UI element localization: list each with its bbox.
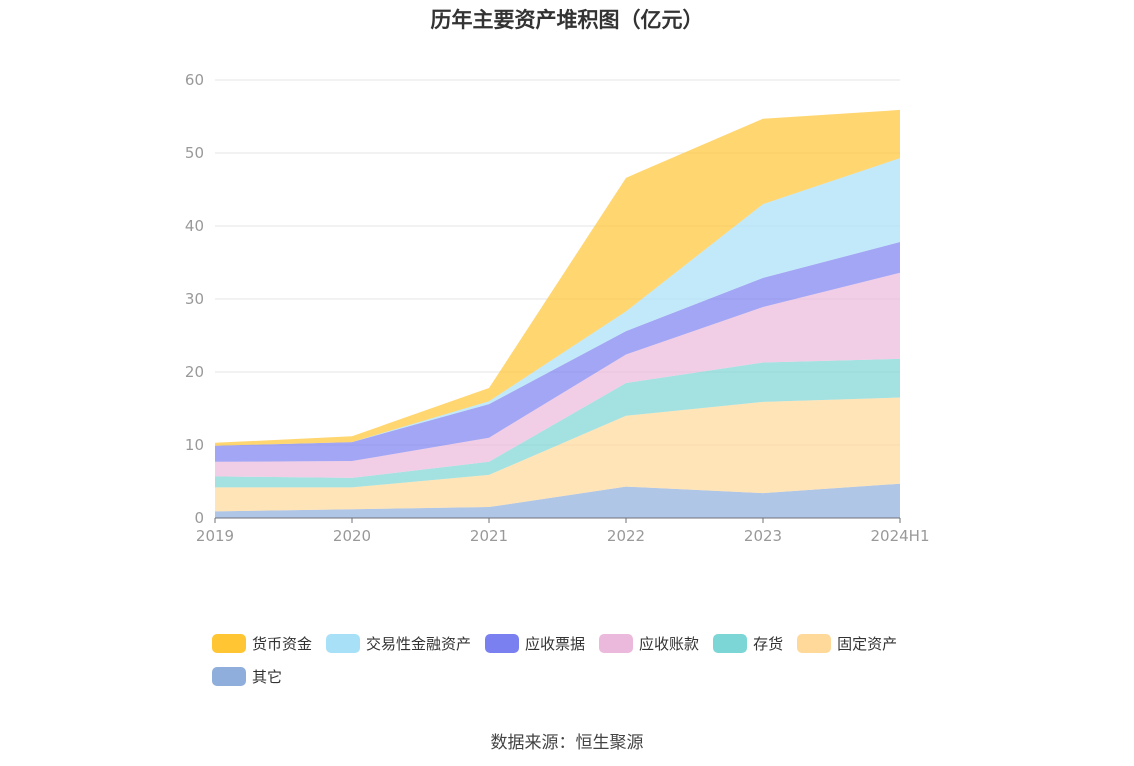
- legend-label: 应收票据: [525, 634, 586, 653]
- y-tick-label: 50: [185, 144, 204, 162]
- legend-item[interactable]: 货币资金: [212, 630, 312, 656]
- x-tick-label: 2022: [607, 527, 645, 545]
- x-tick-label: 2020: [333, 527, 371, 545]
- area-series-3: [215, 272, 900, 478]
- legend-item[interactable]: 其它: [212, 663, 282, 689]
- legend-swatch: [326, 634, 361, 653]
- y-tick-label: 0: [194, 509, 204, 527]
- legend-item[interactable]: 存货: [713, 630, 783, 656]
- legend-label: 货币资金: [252, 634, 313, 653]
- y-tick-label: 20: [185, 363, 204, 381]
- x-tick-label: 2023: [744, 527, 782, 545]
- legend-label: 其它: [252, 667, 283, 686]
- legend-swatch: [485, 634, 520, 653]
- area-series-1: [215, 397, 900, 512]
- legend-label: 固定资产: [837, 634, 898, 653]
- chart-title: 历年主要资产堆积图（亿元）: [430, 8, 704, 32]
- legend-swatch: [797, 634, 832, 653]
- legend: 货币资金 交易性金融资产 应收票据 应收账款 存货 固定资产其它: [212, 630, 932, 696]
- legend-swatch: [212, 667, 246, 686]
- y-tick-label: 10: [185, 436, 204, 454]
- legend-label: 应收账款: [639, 634, 700, 653]
- data-source: 数据来源：恒生聚源: [490, 733, 644, 753]
- x-tick-label: 2024H1: [871, 527, 930, 545]
- y-tick-label: 40: [185, 217, 204, 235]
- legend-label: 交易性金融资产: [366, 634, 472, 653]
- legend-item[interactable]: 应收账款: [599, 630, 699, 656]
- y-tick-label: 30: [185, 290, 204, 308]
- area-series-5: [215, 158, 900, 446]
- x-tick-label: 2019: [196, 527, 234, 545]
- legend-item[interactable]: 固定资产: [797, 630, 897, 656]
- area-series-6: [215, 109, 900, 446]
- x-tick-label: 2021: [470, 527, 508, 545]
- legend-label: 存货: [753, 634, 784, 653]
- legend-swatch: [212, 634, 246, 653]
- area-series-4: [215, 242, 900, 462]
- area-series: [215, 109, 900, 518]
- axes: 0 10 20 30 40 50 60 2019 2020 2021 2022 2023 2024H1: [185, 71, 930, 545]
- legend-item[interactable]: 交易性金融资产: [326, 630, 471, 656]
- legend-swatch: [599, 634, 634, 653]
- legend-item[interactable]: 应收票据: [485, 630, 585, 656]
- area-series-0: [215, 483, 900, 518]
- legend-swatch: [713, 634, 748, 653]
- area-series-2: [215, 358, 900, 488]
- y-tick-label: 60: [185, 71, 204, 89]
